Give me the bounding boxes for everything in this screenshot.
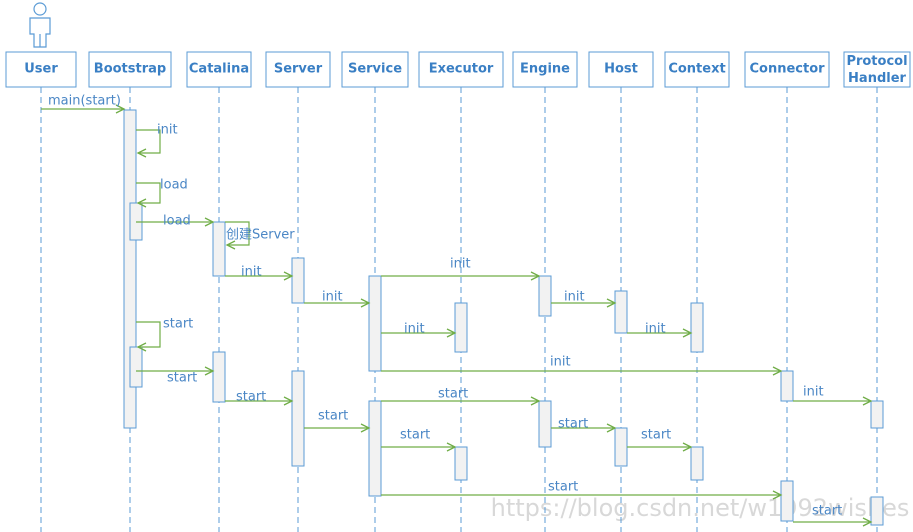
arrow-head [772,490,783,500]
activation-bar [870,400,884,429]
activation-bar [454,302,468,353]
participant-box [186,51,252,88]
activation-bar [780,480,794,522]
message-label: load [163,214,191,229]
arrow-head [606,298,617,308]
activation-bar [690,446,704,481]
message-label: start [438,387,468,402]
participant-box [265,51,331,88]
activation-bar [212,351,226,403]
arrow-head [606,423,617,433]
activation-bar [614,427,628,467]
self-message [225,221,250,246]
arrow-head [283,271,294,281]
participant-label: Server [274,62,323,77]
actor-icon [29,2,51,48]
activation-bar [368,275,382,372]
self-message [136,321,161,348]
arrow-head [204,217,215,227]
activation-bar [870,496,884,526]
arrow-head [136,342,147,352]
participant-box [744,51,830,88]
activation-bar [454,446,468,481]
arrow-head [862,396,873,406]
participant-label: Engine [520,62,570,77]
arrow-head [204,366,215,376]
message-label: init [404,322,425,337]
message-label: init [645,322,666,337]
message-label: start [558,417,588,432]
arrow-head [136,148,147,158]
message-label: init [550,355,571,370]
participant-label: Bootstrap [94,62,166,77]
message-label: start [167,371,197,386]
message-label: start [318,409,348,424]
message-label: init [157,123,178,138]
activation-bar [291,257,305,304]
participant-label: Executor [429,62,494,77]
message-label: init [564,290,585,305]
participant-box [664,51,730,88]
participant-box [88,51,172,88]
self-message [136,129,161,154]
message-label: start [400,428,430,443]
message-label: init [241,265,262,280]
arrow-head [682,442,693,452]
participant-label: Context [668,62,725,77]
message-label: start [163,317,193,332]
participant-box [341,51,409,88]
activation-bar [129,346,143,388]
arrow-head [446,328,457,338]
activation-bar [538,400,552,448]
message-label: start [236,390,266,405]
arrow-head [772,366,783,376]
participant-label: User [24,62,58,77]
arrow-head [530,396,541,406]
participant-label: Catalina [189,62,249,77]
activation-bar [538,275,552,317]
arrow-head [115,104,126,114]
message-label: main(start) [48,94,121,109]
arrow-head [682,328,693,338]
arrow-head [360,423,371,433]
participant-box [418,51,504,88]
arrow-head [862,517,873,527]
message-label: init [450,257,471,272]
participant-box [512,51,578,88]
message-label: start [812,504,842,519]
participant-box [5,51,77,88]
arrow-head [446,442,457,452]
activation-bar [368,400,382,497]
participant-label: Protocol Handler [846,54,907,86]
activation-bar [614,290,628,334]
message-label: start [641,428,671,443]
participant-box [843,51,911,88]
activation-bar [212,221,226,277]
arrow-head [136,198,147,208]
self-message [136,182,161,204]
arrow-head [360,298,371,308]
message-label: start [548,480,578,495]
watermark: https://blog.csdn.net/w1992wishes [491,494,910,522]
arrow-head [225,240,236,250]
message-label: init [322,290,343,305]
participant-label: Host [604,62,638,77]
arrow-head [283,396,294,406]
activation-bar [780,370,794,402]
message-label: init [803,385,824,400]
message-label: 创建Server [226,228,295,243]
participant-label: Service [348,62,402,77]
participant-label: Connector [749,62,825,77]
activation-bar [291,370,305,467]
arrow-head [530,271,541,281]
message-label: load [160,178,188,193]
participant-box [588,51,654,88]
activation-bar [690,302,704,353]
